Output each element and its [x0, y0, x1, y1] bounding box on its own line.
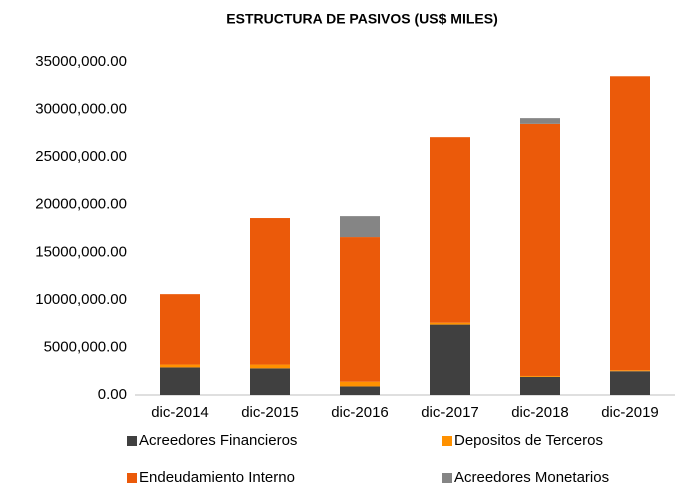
- y-tick-label: 30000,000.00: [35, 101, 127, 118]
- y-tick-label: 25000,000.00: [35, 148, 127, 165]
- bar-segment: [340, 216, 380, 238]
- x-tick-label: dic-2015: [241, 404, 299, 421]
- legend-swatch: [442, 473, 452, 483]
- y-tick-label: 10000,000.00: [35, 291, 127, 308]
- bar-segment: [610, 371, 650, 395]
- bar-segment: [430, 324, 470, 395]
- x-tick-label: dic-2016: [331, 404, 389, 421]
- bar-segment: [430, 137, 470, 323]
- x-tick-label: dic-2017: [421, 404, 479, 421]
- x-tick-label: dic-2014: [151, 404, 209, 421]
- bar-segment: [520, 123, 560, 376]
- bar-segment: [160, 367, 200, 395]
- y-tick-label: 35000,000.00: [35, 53, 127, 70]
- legend-label: Acreedores Monetarios: [454, 469, 609, 486]
- legend-swatch: [442, 436, 452, 446]
- bar-segment: [520, 375, 560, 377]
- legend-swatch: [127, 436, 137, 446]
- bar-segment: [250, 218, 290, 365]
- bar-segment: [340, 237, 380, 382]
- bar-segment: [160, 294, 200, 365]
- bar-segment: [160, 364, 200, 368]
- legend-label: Endeudamiento Interno: [139, 469, 295, 486]
- bar-segment: [250, 368, 290, 395]
- bar-segment: [250, 364, 290, 369]
- bar-segment: [610, 76, 650, 371]
- x-tick-label: dic-2019: [601, 404, 659, 421]
- bar-segment: [520, 118, 560, 124]
- y-tick-label: 20000,000.00: [35, 196, 127, 213]
- y-tick-label: 5000,000.00: [44, 338, 127, 355]
- legend-label: Depositos de Terceros: [454, 432, 603, 449]
- bar-segment: [340, 381, 380, 387]
- bar-segment: [610, 370, 650, 372]
- bar-segment: [520, 376, 560, 395]
- legend-swatch: [127, 473, 137, 483]
- y-tick-label: 15000,000.00: [35, 243, 127, 260]
- legend-label: Acreedores Financieros: [139, 432, 297, 449]
- y-tick-label: 0.00: [98, 386, 127, 403]
- x-tick-label: dic-2018: [511, 404, 569, 421]
- bar-segment: [340, 386, 380, 395]
- chart-title: ESTRUCTURA DE PASIVOS (US$ MILES): [226, 11, 497, 27]
- bar-segment: [430, 322, 470, 325]
